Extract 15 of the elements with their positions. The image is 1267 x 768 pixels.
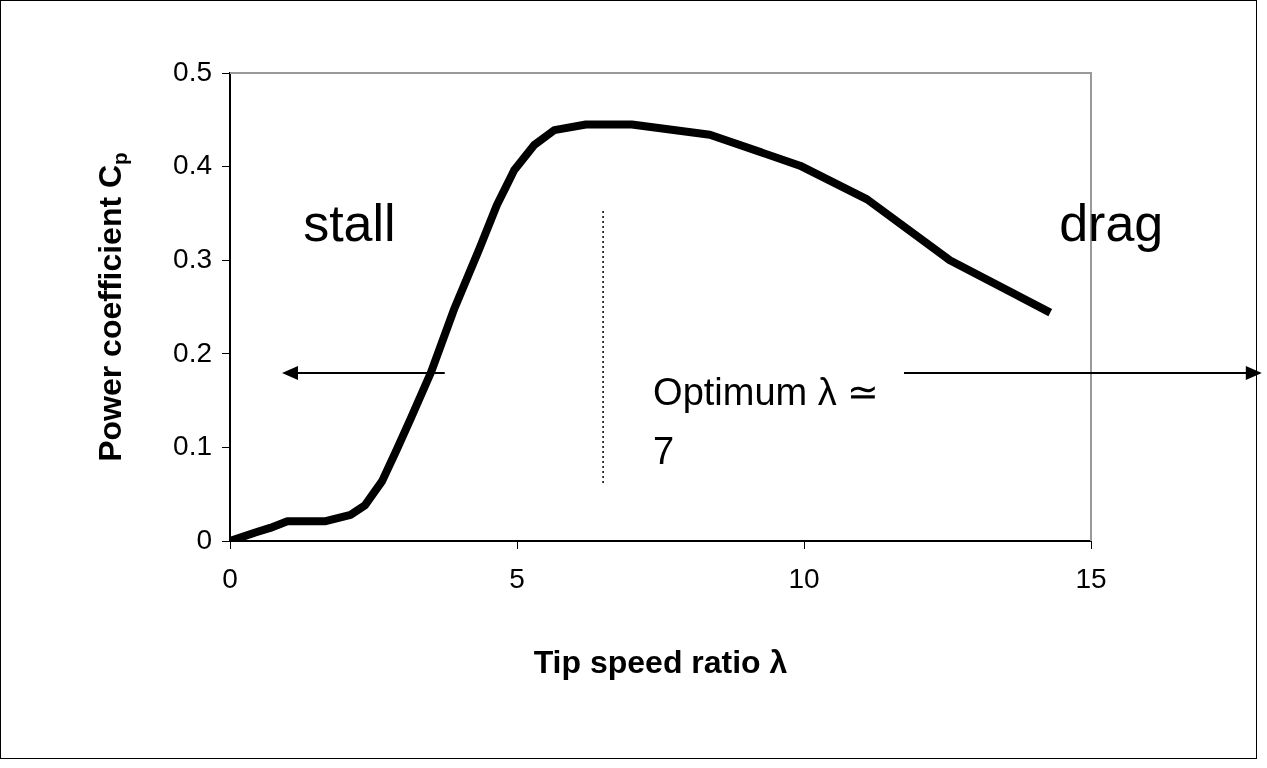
y-tick-label: 0.4 xyxy=(173,149,212,181)
x-tick-label: 5 xyxy=(509,562,525,594)
x-axis-title: Tip speed ratio λ xyxy=(533,643,788,680)
annotation: stall xyxy=(303,194,396,253)
x-tick-label: 0 xyxy=(222,562,238,594)
x-tick-label: 10 xyxy=(788,562,820,594)
annotation: drag xyxy=(1059,194,1164,253)
y-tick-label: 0 xyxy=(196,523,212,555)
y-tick-label: 0.2 xyxy=(173,336,212,368)
ref-line-label: Optimum λ ≃ 7 xyxy=(653,370,881,475)
x-tick-label: 15 xyxy=(1075,562,1107,594)
y-tick-label: 0.1 xyxy=(173,430,212,462)
y-axis-title: Power coefficient Cp xyxy=(91,152,132,462)
y-tick-label: 0.3 xyxy=(173,242,212,274)
y-tick-label: 0.5 xyxy=(173,55,212,87)
